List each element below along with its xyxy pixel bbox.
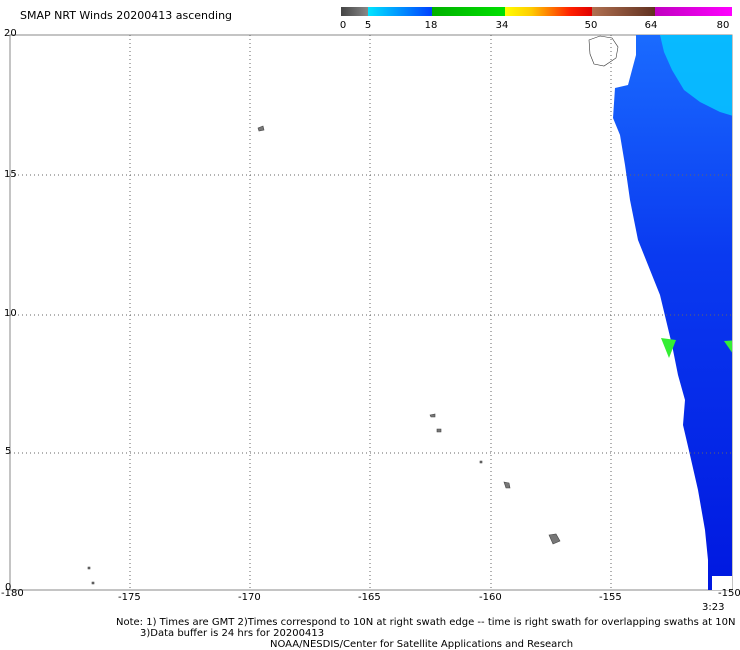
wind-swath-green-left — [661, 338, 676, 358]
wind-swath-green-right — [724, 340, 732, 353]
colorbar-label-0: 0 — [339, 20, 347, 31]
colorbar — [341, 7, 732, 16]
island-c — [479, 460, 483, 464]
colorbar-seg-34-50 — [505, 7, 592, 16]
lat-label-15: 15 — [4, 169, 17, 180]
lon-label-150: -150 — [718, 588, 740, 599]
swath-time-label: 3:23 — [702, 602, 725, 613]
map-title: SMAP NRT Winds 20200413 ascending — [20, 9, 233, 22]
lon-label-180: -180 — [1, 588, 24, 599]
lat-label-0: 0 — [5, 582, 12, 593]
colorbar-seg-18-34 — [432, 7, 505, 16]
island-a — [429, 413, 436, 418]
lat-label-10: 10 — [4, 308, 17, 319]
note-line-3: NOAA/NESDIS/Center for Satellite Applica… — [270, 639, 574, 650]
lon-label-165: -165 — [358, 592, 381, 603]
island-e — [548, 533, 561, 545]
colorbar-label-50: 50 — [584, 20, 598, 31]
colorbar-seg-5-18 — [368, 7, 432, 16]
colorbar-label-18: 18 — [424, 20, 438, 31]
colorbar-label-64: 64 — [644, 20, 658, 31]
colorbar-seg-50-64 — [592, 7, 655, 16]
lon-label-155: -155 — [599, 592, 622, 603]
swath-time-gap — [712, 576, 732, 590]
map-grid — [10, 35, 732, 590]
island-f — [87, 566, 91, 570]
lat-label-5: 5 — [5, 446, 12, 457]
lat-label-20: 20 — [4, 28, 17, 39]
island-d — [503, 481, 511, 489]
lon-label-160: -160 — [479, 592, 502, 603]
note-line-1: Note: 1) Times are GMT 2)Times correspon… — [116, 617, 736, 628]
colorbar-label-5: 5 — [364, 20, 372, 31]
lon-label-175: -175 — [118, 592, 141, 603]
colorbar-label-34: 34 — [495, 20, 509, 31]
island-northwest — [257, 125, 265, 132]
note-line-2: 3)Data buffer is 24 hrs for 20200413 — [140, 628, 325, 639]
island-g — [91, 581, 95, 585]
colorbar-seg-64-80 — [655, 7, 732, 16]
wind-swath — [613, 35, 732, 590]
colorbar-seg-0-5 — [341, 7, 368, 16]
lon-label-170: -170 — [238, 592, 261, 603]
colorbar-label-80: 80 — [716, 20, 730, 31]
wind-swath-light-area — [660, 35, 732, 116]
island-b — [436, 428, 442, 433]
